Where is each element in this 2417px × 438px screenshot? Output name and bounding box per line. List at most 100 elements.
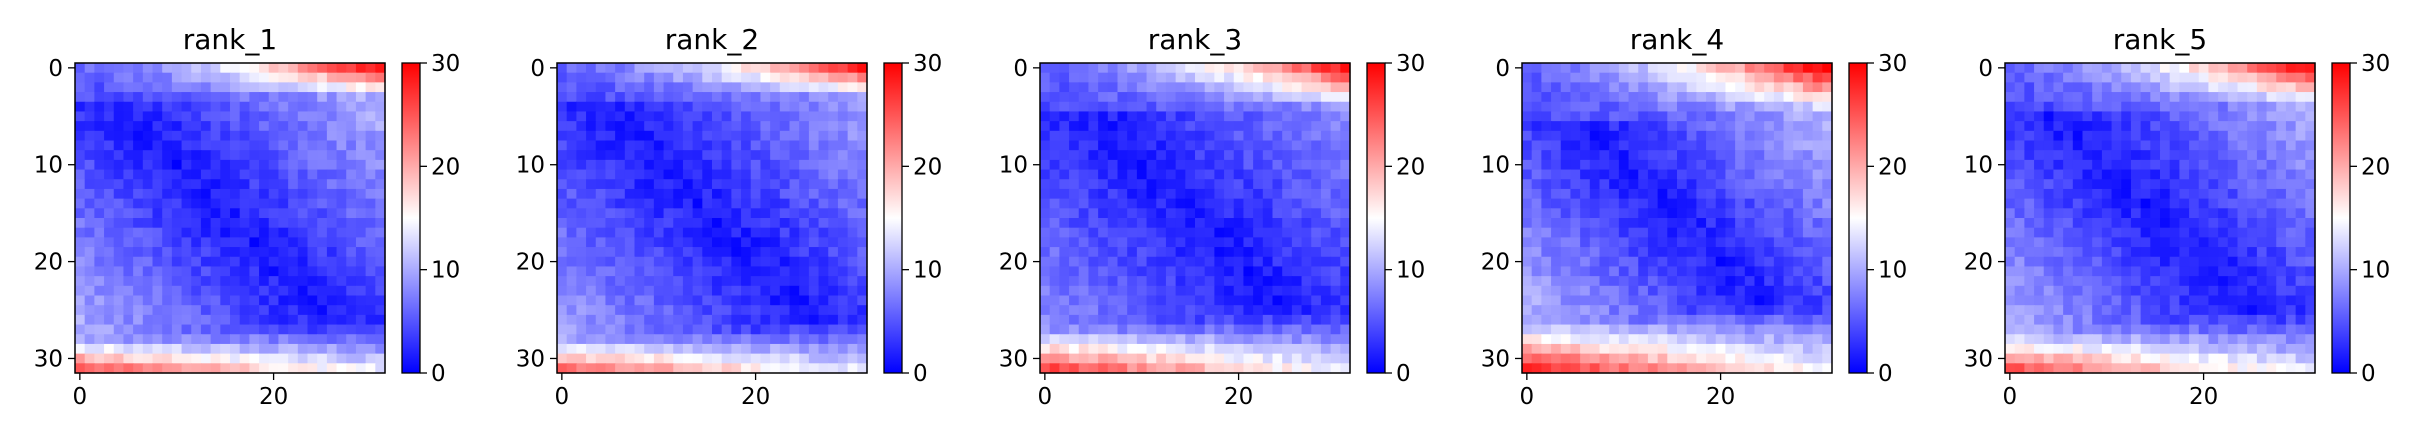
colorbar-tick-label: 10 <box>431 258 460 284</box>
heatmap-cell <box>375 150 386 161</box>
heatmap-cell <box>297 247 309 258</box>
heatmap-cell <box>566 179 577 190</box>
heatmap-cell <box>1272 276 1283 287</box>
heatmap-cell <box>2082 130 2093 142</box>
heatmap-cell <box>624 121 636 132</box>
heatmap-cell <box>2005 72 2016 83</box>
heatmap-cell <box>84 130 95 142</box>
heatmap-cell <box>1589 218 1601 229</box>
heatmap-cell <box>152 150 163 161</box>
heatmap-cell <box>2276 237 2287 248</box>
heatmap-cell <box>268 111 280 122</box>
heatmap-cell <box>2043 121 2055 132</box>
heatmap-cell <box>210 121 221 132</box>
heatmap-cell <box>1580 266 1591 277</box>
heatmap-cell <box>1735 208 1746 219</box>
heatmap-cell <box>162 140 173 151</box>
heatmap-cell <box>317 198 328 209</box>
heatmap-cell <box>249 169 260 180</box>
heatmap-cell <box>317 353 328 364</box>
heatmap-cell <box>2092 82 2103 93</box>
heatmap-cell <box>181 247 192 258</box>
heatmap-cell <box>355 314 367 326</box>
heatmap-cell <box>2189 208 2200 219</box>
heatmap-cell <box>220 82 231 93</box>
heatmap-cell <box>181 188 192 200</box>
heatmap-cell <box>828 140 839 151</box>
heatmap-cell <box>1185 363 1196 374</box>
x-tick-label: 0 <box>73 384 88 410</box>
heatmap-cell <box>1822 353 1833 364</box>
heatmap-cell <box>1686 121 1697 132</box>
heatmap-cell <box>692 188 703 200</box>
heatmap-cell <box>1522 285 1533 297</box>
heatmap-cell <box>1551 227 1562 238</box>
heatmap-cell <box>1165 227 1177 238</box>
heatmap-cell <box>1580 208 1591 219</box>
heatmap-cell <box>1793 150 1804 161</box>
heatmap-cell <box>1754 237 1765 248</box>
heatmap-cell <box>1522 179 1533 190</box>
heatmap-cell <box>181 266 192 277</box>
heatmap-cell <box>634 72 645 83</box>
heatmap-cell <box>1589 285 1601 297</box>
heatmap-cell <box>2092 208 2103 219</box>
heatmap-cell <box>1618 130 1630 142</box>
heatmap-cell <box>1696 121 1707 132</box>
heatmap-cell <box>663 218 674 229</box>
heatmap-cell <box>162 256 173 268</box>
heatmap-cell <box>1618 314 1630 326</box>
heatmap-cell <box>1783 72 1794 83</box>
heatmap-cell <box>1725 121 1736 132</box>
heatmap-cell <box>1754 334 1765 345</box>
heatmap-cell <box>1667 150 1678 161</box>
heatmap-cell <box>1541 130 1552 142</box>
heatmap-cell <box>2237 101 2248 113</box>
heatmap-cell <box>1531 159 1542 171</box>
heatmap-cell <box>2266 179 2277 190</box>
heatmap-cell <box>113 169 125 180</box>
heatmap-cell <box>557 111 568 122</box>
heatmap-cell <box>1677 247 1688 258</box>
heatmap-cell <box>1696 305 1707 316</box>
heatmap-cell <box>113 179 125 190</box>
heatmap-cell <box>1715 256 1727 268</box>
heatmap-cell <box>317 295 328 306</box>
heatmap-cell <box>1301 169 1312 180</box>
heatmap-cell <box>1522 334 1533 345</box>
heatmap-cell <box>2140 256 2151 268</box>
heatmap-cell <box>191 353 202 364</box>
heatmap-cell <box>133 324 144 335</box>
heatmap-cell <box>770 353 781 364</box>
heatmap-cell <box>702 130 713 142</box>
heatmap-cell <box>1098 150 1109 161</box>
heatmap-cell <box>1136 247 1148 258</box>
heatmap-cell <box>1165 111 1177 122</box>
heatmap-cell <box>1822 179 1833 190</box>
heatmap-cell <box>1117 324 1128 335</box>
heatmap-cell <box>1088 179 1099 190</box>
heatmap-cell <box>1233 179 1245 190</box>
heatmap-cell <box>2237 92 2248 103</box>
heatmap-cell <box>1764 276 1775 287</box>
heatmap-cell <box>84 247 95 258</box>
heatmap-cell <box>847 130 858 142</box>
heatmap-cell <box>191 285 202 297</box>
heatmap-cell <box>1253 159 1264 171</box>
heatmap-cell <box>760 227 771 238</box>
heatmap-cell <box>123 82 134 93</box>
heatmap-cell <box>857 266 868 277</box>
heatmap-cell <box>750 101 762 113</box>
heatmap-cell <box>1667 198 1678 209</box>
heatmap-cell <box>1628 159 1639 171</box>
heatmap-cell <box>673 305 684 316</box>
heatmap-cell <box>249 140 260 151</box>
heatmap-cell <box>1156 305 1167 316</box>
heatmap-cell <box>789 324 800 335</box>
heatmap-cell <box>1330 295 1341 306</box>
heatmap-cell <box>375 140 386 151</box>
heatmap-cell <box>808 218 820 229</box>
heatmap-cell <box>2218 159 2229 171</box>
colorbar-tick-label: 10 <box>1396 258 1425 284</box>
heatmap-cell <box>1156 63 1167 74</box>
